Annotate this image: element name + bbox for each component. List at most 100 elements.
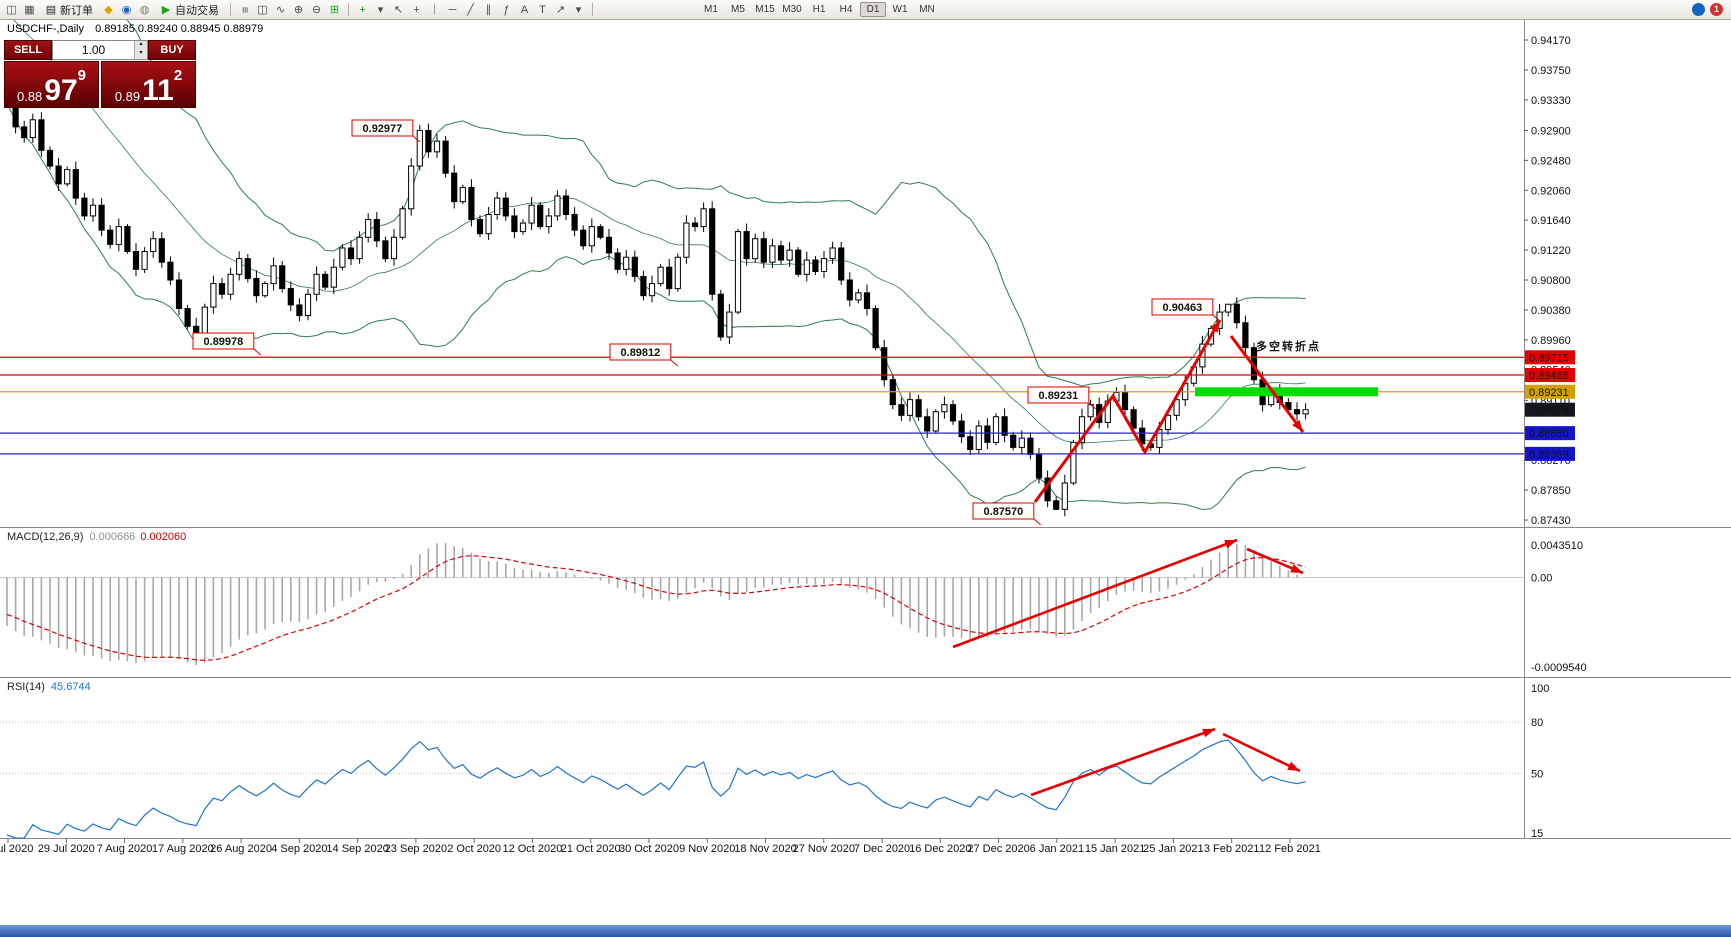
date-label: 26 Aug 2020 — [210, 843, 272, 855]
annotation-text[interactable]: 多空转折点 — [1256, 339, 1321, 353]
favorites-icon[interactable]: ◆ — [104, 3, 113, 16]
date-label: 4 Sep 2020 — [271, 843, 327, 855]
price-tag: 0.88650 — [1525, 426, 1575, 441]
rsi-line — [6, 739, 1306, 839]
zoom-in-icon[interactable]: ⊕ — [293, 3, 304, 16]
trend-arrow[interactable] — [1222, 732, 1301, 773]
rsi-axis-label: 15 — [1531, 828, 1543, 840]
trend-arrow[interactable] — [952, 538, 1238, 649]
chart-type-group: ≡ ◫ ∿ ⊕ ⊖ ⊞ — [236, 2, 343, 18]
trend-arrow-head — [1202, 728, 1215, 738]
timeframe-button-M1[interactable]: M1 — [704, 4, 718, 15]
indicators-add-icon[interactable]: + — [359, 3, 366, 16]
rsi-axis-label: 50 — [1531, 768, 1543, 780]
crosshair-icon[interactable]: + — [413, 3, 420, 16]
trend-arrow[interactable] — [1229, 335, 1305, 433]
rsi-axis-label: 100 — [1531, 683, 1549, 695]
buy-button[interactable]: BUY — [148, 40, 196, 60]
price-callouts[interactable]: 0.92977 0.89978 0.89812 0.89231 0.90463 0.875… — [192, 119, 1221, 526]
date-label: 7 Dec 2020 — [854, 843, 910, 855]
symbol-name: USDCHF-,Daily — [7, 23, 84, 35]
bid-base: 0.88 — [16, 89, 43, 104]
date-label: 6 Jan 2021 — [1030, 843, 1084, 855]
timeframe-button-W1[interactable]: W1 — [892, 4, 908, 15]
macd-axis-min: -0.0009540 — [1531, 662, 1587, 674]
horizontal-line-icon[interactable]: ─ — [448, 3, 457, 16]
lot-increase-button[interactable]: ▴ — [134, 41, 147, 50]
bar-chart-icon[interactable]: ≡ — [238, 6, 251, 13]
notification-badge[interactable]: 1 — [1710, 3, 1723, 16]
sell-button[interactable]: SELL — [4, 40, 52, 60]
date-label: 25 Jan 2021 — [1143, 843, 1204, 855]
profiles-icon[interactable]: ▦ — [24, 3, 35, 16]
price-tick-label: 0.91640 — [1531, 215, 1571, 227]
arrows-icon[interactable]: ↗ — [555, 3, 566, 16]
trend-arrow-head — [1224, 540, 1237, 549]
vertical-line-icon[interactable]: ｜ — [429, 3, 440, 16]
timeframe-button-H4[interactable]: H4 — [839, 4, 853, 15]
text-icon[interactable]: A — [520, 3, 529, 16]
price-axis: 0.94170 0.93750 0.93330 0.92900 0.92480 0.920… — [1524, 35, 1575, 527]
date-label: 12 Oct 2020 — [502, 843, 562, 855]
price-tag: 0.89715 — [1525, 350, 1575, 365]
new-order-button[interactable]: ▤ 新订单 — [39, 1, 99, 18]
date-label: 7 Aug 2020 — [97, 843, 153, 855]
sell-price-display[interactable]: 0.88 97 9 — [4, 61, 99, 108]
timeframe-button-D1[interactable]: D1 — [860, 2, 886, 17]
trend-arrow-head — [1290, 564, 1303, 573]
timeframe-button-MN[interactable]: MN — [919, 4, 935, 15]
timeframe-button-M5[interactable]: M5 — [731, 4, 745, 15]
trend-arrow[interactable] — [1246, 547, 1304, 575]
pane-frame — [0, 19, 1731, 839]
candlestick-chart-icon[interactable]: ◫ — [257, 3, 268, 16]
ask-base: 0.89 — [114, 89, 141, 104]
shapes-dropdown-icon[interactable]: ▾ — [575, 3, 582, 16]
tile-windows-icon[interactable]: ⊞ — [329, 3, 340, 16]
horizontal-level-lines[interactable] — [0, 356, 1524, 455]
new-chart-icon[interactable]: ◫ — [6, 3, 17, 16]
timeframe-button-M15[interactable]: M15 — [755, 4, 775, 15]
price-tick-label: 0.93330 — [1531, 95, 1571, 107]
channel-icon[interactable]: ∥ — [485, 3, 492, 16]
toolbar-separator — [230, 3, 231, 16]
signals-icon[interactable]: ◍ — [139, 3, 150, 16]
date-label: 12 Feb 2021 — [1259, 843, 1321, 855]
community-icon[interactable] — [1692, 3, 1705, 16]
lot-decrease-button[interactable]: ▾ — [134, 50, 147, 59]
indicators-dropdown-icon[interactable]: ▾ — [377, 3, 384, 16]
cursor-icon[interactable]: ↖ — [393, 3, 404, 16]
lot-size-input[interactable] — [53, 41, 134, 59]
services-group: ◆ ◉ ◍ — [100, 2, 153, 18]
lot-stepper: ▴ ▾ — [134, 41, 147, 59]
timeframe-button-H1[interactable]: H1 — [812, 4, 826, 15]
date-label: 18 Nov 2020 — [734, 843, 796, 855]
zoom-out-icon[interactable]: ⊖ — [311, 3, 322, 16]
autotrade-label: 自动交易 — [175, 4, 219, 17]
timeframe-button-M30[interactable]: M30 — [782, 4, 802, 15]
line-chart-icon[interactable]: ∿ — [275, 3, 286, 16]
callout-price-label: 0.89812 — [621, 347, 661, 359]
bid-point: 9 — [77, 67, 87, 84]
fibonacci-icon[interactable]: ƒ — [503, 3, 510, 16]
svg-text:0.88979: 0.88979 — [1529, 405, 1569, 417]
trend-arrow[interactable] — [1033, 319, 1222, 503]
candlestick-series — [3, 83, 1309, 517]
ask-point: 2 — [173, 67, 183, 84]
date-label: 29 Jul 2020 — [38, 843, 95, 855]
buy-price-display[interactable]: 0.89 11 2 — [101, 61, 196, 108]
rsi-value: 45.6744 — [50, 681, 91, 693]
autotrade-button[interactable]: ▶ 自动交易 — [154, 1, 225, 18]
trendline-icon[interactable]: ╱ — [467, 3, 474, 16]
label-icon[interactable]: T — [539, 3, 546, 16]
macd-signal-line — [6, 555, 1306, 662]
price-tick-label: 0.89960 — [1531, 335, 1571, 347]
support-zone-bar[interactable] — [1195, 387, 1378, 397]
market-icon[interactable]: ◉ — [121, 3, 132, 16]
trend-arrow[interactable] — [1030, 727, 1216, 797]
date-label: 30 Oct 2020 — [619, 843, 679, 855]
trend-arrow-head — [1292, 419, 1303, 432]
new-order-label: 新订单 — [60, 4, 93, 17]
lot-size-field: ▴ ▾ — [52, 40, 148, 60]
